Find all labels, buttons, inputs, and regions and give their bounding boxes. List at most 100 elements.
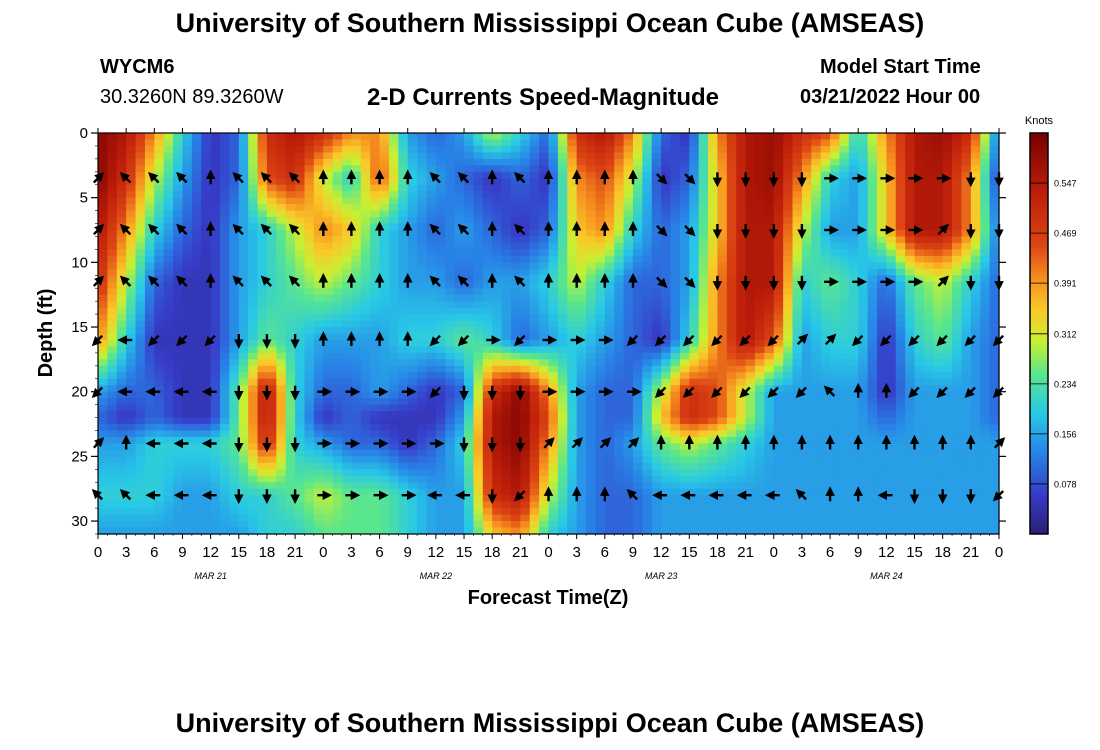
- heat-cell: [379, 424, 390, 432]
- heat-cell: [98, 217, 108, 225]
- heat-cell: [417, 145, 428, 154]
- heat-cell: [454, 436, 465, 445]
- heat-cell: [614, 152, 625, 160]
- heat-cell: [970, 139, 981, 147]
- heat-cell: [510, 184, 521, 192]
- heat-cell: [295, 145, 306, 154]
- heat-cell: [717, 191, 728, 199]
- heat-cell: [876, 230, 887, 238]
- heat-cell: [126, 288, 137, 296]
- heat-cell: [933, 307, 944, 315]
- heat-cell: [811, 223, 822, 231]
- heat-cell: [323, 411, 334, 419]
- heat-cell: [586, 424, 597, 432]
- heat-cell: [764, 191, 775, 199]
- heat-cell: [595, 404, 606, 412]
- heat-cell: [98, 359, 108, 367]
- heat-cell: [285, 449, 296, 457]
- heat-cell: [895, 223, 906, 231]
- heat-cell: [942, 268, 953, 276]
- heat-cell: [933, 210, 944, 218]
- heat-cell: [745, 158, 756, 166]
- heat-cell: [614, 436, 625, 445]
- heat-cell: [914, 314, 925, 322]
- heat-cell: [435, 288, 446, 296]
- heat-cell: [276, 365, 287, 373]
- heat-cell: [248, 327, 259, 335]
- heat-cell: [604, 372, 615, 380]
- heat-cell: [370, 436, 381, 445]
- heat-cell: [379, 197, 390, 205]
- heat-cell: [604, 281, 615, 289]
- heat-cell: [548, 352, 559, 360]
- heat-cell: [135, 378, 146, 386]
- heat-cell: [773, 255, 784, 263]
- heat-cell: [980, 424, 991, 432]
- heat-cell: [717, 165, 728, 173]
- heat-cell: [257, 262, 268, 270]
- heat-cell: [163, 242, 174, 251]
- heat-cell: [642, 333, 653, 341]
- heat-cell: [482, 424, 493, 432]
- heat-cell: [970, 372, 981, 380]
- heat-cell: [942, 372, 953, 380]
- heat-cell: [257, 436, 268, 445]
- heat-cell: [520, 217, 531, 225]
- heat-cell: [220, 327, 230, 335]
- heat-cell: [135, 365, 146, 373]
- heat-cell: [745, 223, 756, 231]
- heat-cell: [614, 145, 625, 154]
- heat-cell: [435, 262, 446, 270]
- heat-cell: [952, 372, 963, 380]
- heat-cell: [454, 411, 465, 419]
- heat-cell: [144, 139, 155, 147]
- heat-cell: [144, 346, 155, 354]
- heat-cell: [867, 262, 878, 270]
- heat-cell: [464, 424, 475, 432]
- heat-cell: [257, 230, 268, 238]
- heat-cell: [520, 152, 531, 160]
- heat-cell: [126, 217, 137, 225]
- heat-cell: [820, 178, 831, 186]
- heat-cell: [952, 385, 963, 393]
- heat-cell: [332, 449, 343, 457]
- heat-cell: [801, 430, 812, 438]
- heat-cell: [980, 430, 991, 438]
- heat-cell: [923, 236, 934, 244]
- heat-cell: [388, 327, 399, 335]
- heat-cell: [388, 385, 399, 393]
- heat-cell: [839, 275, 850, 283]
- heat-cell: [407, 262, 418, 270]
- heat-cell: [923, 275, 934, 283]
- heat-cell: [229, 456, 240, 464]
- heat-cell: [379, 449, 390, 457]
- heat-cell: [388, 314, 399, 322]
- heat-cell: [830, 404, 841, 412]
- heat-cell: [604, 171, 615, 179]
- heat-cell: [754, 346, 765, 354]
- heat-cell: [642, 230, 653, 238]
- heat-cell: [370, 255, 381, 263]
- heat-cell: [642, 301, 653, 309]
- heat-cell: [276, 385, 287, 393]
- heat-cell: [557, 327, 568, 335]
- heat-cell: [313, 339, 324, 348]
- heat-cell: [783, 152, 794, 160]
- heat-cell: [257, 268, 268, 276]
- heat-cell: [435, 327, 446, 335]
- heat-cell: [135, 152, 146, 160]
- heat-cell: [520, 249, 531, 257]
- heat-cell: [905, 262, 916, 270]
- heat-cell: [238, 288, 249, 296]
- heat-cell: [248, 424, 259, 432]
- heat-cell: [210, 158, 221, 166]
- heat-cell: [970, 436, 981, 445]
- heat-cell: [689, 443, 700, 451]
- heat-cell: [445, 443, 456, 451]
- heat-cell: [501, 230, 512, 238]
- heat-cell: [135, 411, 146, 419]
- heat-cell: [801, 327, 812, 335]
- heat-cell: [201, 301, 212, 309]
- heat-cell: [276, 359, 287, 367]
- heat-cell: [651, 139, 662, 147]
